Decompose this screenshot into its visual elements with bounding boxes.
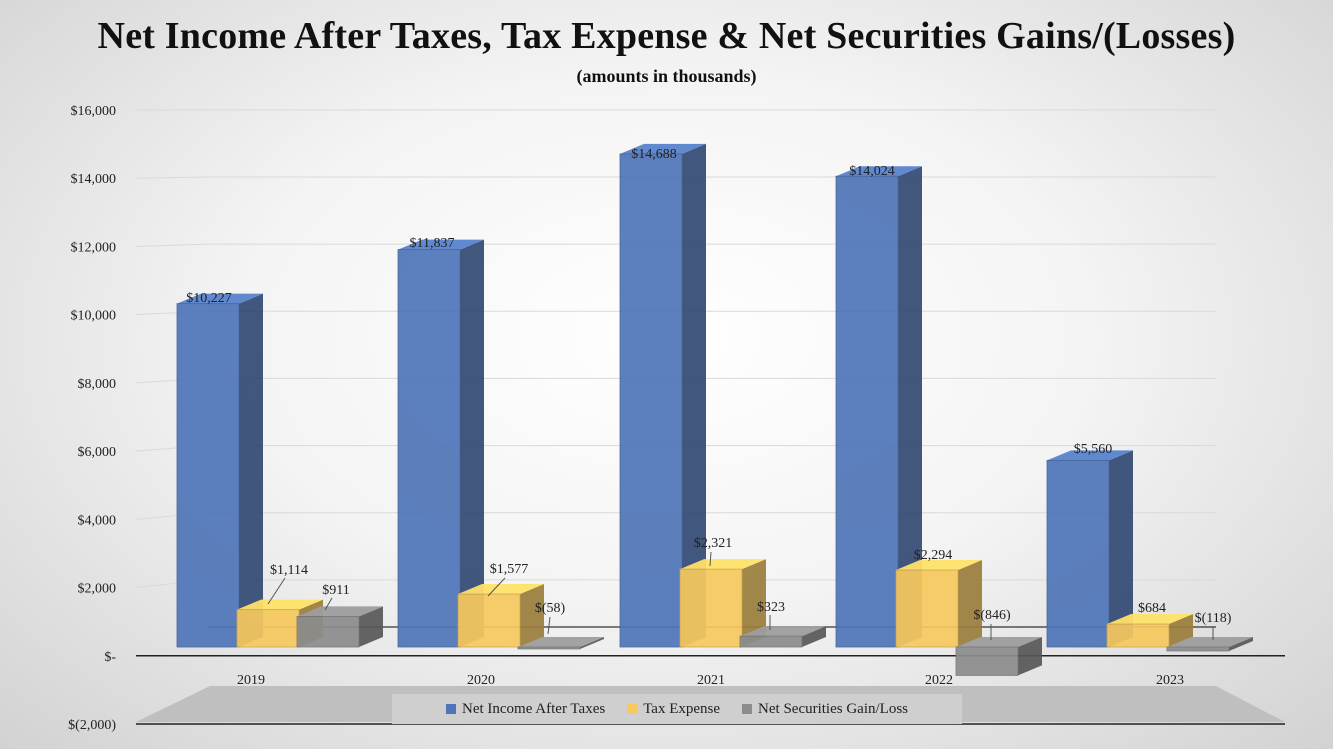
legend-label-net-income: Net Income After Taxes (461, 700, 606, 717)
data-label-tax-expense-2019: $1,114 (270, 563, 308, 578)
data-label-net-securities-gain-loss-2019: $911 (322, 583, 349, 598)
data-label-leader (709, 551, 712, 567)
bar-net-income-after-taxes-2022 (835, 166, 922, 648)
bar-tax-expense-2022 (895, 559, 982, 648)
data-label-net-income-after-taxes-2019: $10,227 (186, 291, 232, 306)
legend-swatch-tax-expense (627, 704, 638, 714)
legend-swatch-securities (742, 704, 753, 714)
bar-net-securities-gain-loss-2019 (296, 606, 383, 648)
bar-net-securities-gain-loss-2022 (955, 637, 1042, 676)
category-label: 2023 (1156, 673, 1184, 688)
legend-label-securities: Net Securities Gain/Loss (758, 700, 909, 717)
bar-tax-expense-2021 (679, 559, 766, 648)
y-tick-label: $8,000 (78, 377, 117, 392)
y-tick-label: $- (104, 650, 116, 665)
bar-net-income-after-taxes-2023 (1046, 450, 1133, 648)
bar-net-securities-gain-loss-2021 (739, 626, 826, 648)
y-tick-label: $12,000 (71, 240, 117, 255)
legend-item-securities: Net Securities Gain/Loss (742, 701, 908, 718)
category-label: 2022 (925, 673, 953, 688)
category-label: 2021 (697, 673, 725, 688)
y-tick-label: $4,000 (78, 513, 117, 528)
category-label: 2020 (467, 673, 495, 688)
bar-net-securities-gain-loss-2020 (517, 637, 604, 650)
data-label-tax-expense-2023: $684 (1138, 601, 1166, 616)
data-label-net-income-after-taxes-2022: $14,024 (849, 164, 895, 179)
bar-net-income-after-taxes-2019 (176, 293, 263, 648)
y-tick-label: $14,000 (71, 172, 117, 187)
data-label-net-income-after-taxes-2023: $5,560 (1074, 442, 1113, 457)
data-label-net-securities-gain-loss-2020: $(58) (535, 601, 566, 616)
data-label-net-securities-gain-loss-2021: $323 (757, 600, 785, 615)
chart-legend: Net Income After Taxes Tax Expense Net S… (392, 694, 962, 724)
bar-net-income-after-taxes-2021 (619, 143, 706, 648)
data-label-net-income-after-taxes-2021: $14,688 (631, 147, 677, 162)
legend-swatch-net-income (445, 704, 456, 714)
data-label-net-securities-gain-loss-2023: $(118) (1195, 611, 1232, 626)
y-tick-label: $16,000 (71, 104, 117, 119)
data-label-tax-expense-2021: $2,321 (694, 536, 733, 551)
bar-tax-expense-2020 (457, 584, 544, 648)
legend-label-tax-expense: Tax Expense (643, 700, 721, 717)
y-tick-label: $2,000 (78, 582, 117, 597)
legend-item-tax-expense: Tax Expense (627, 701, 720, 718)
y-tick-label: $6,000 (78, 445, 117, 460)
data-label-leader (487, 577, 506, 597)
chart-subtitle: (amounts in thousands) (576, 66, 757, 86)
data-label-tax-expense-2020: $1,577 (490, 562, 529, 577)
legend-item-net-income: Net Income After Taxes (445, 700, 606, 718)
category-label: 2019 (237, 673, 265, 688)
y-tick-label: $10,000 (71, 309, 117, 324)
bar-net-securities-gain-loss-2023 (1166, 637, 1253, 652)
data-label-net-income-after-taxes-2020: $11,837 (410, 236, 455, 251)
data-label-leader (547, 616, 551, 635)
data-label-tax-expense-2022: $2,294 (914, 548, 953, 563)
data-label-leader (324, 597, 333, 611)
bar-net-income-after-taxes-2020 (397, 239, 484, 648)
data-label-net-securities-gain-loss-2022: $(846) (973, 608, 1011, 623)
y-tick-label: $(2,000) (68, 718, 116, 733)
data-label-leader (267, 577, 286, 605)
chart-title: Net Income After Taxes, Tax Expense & Ne… (97, 15, 1236, 57)
